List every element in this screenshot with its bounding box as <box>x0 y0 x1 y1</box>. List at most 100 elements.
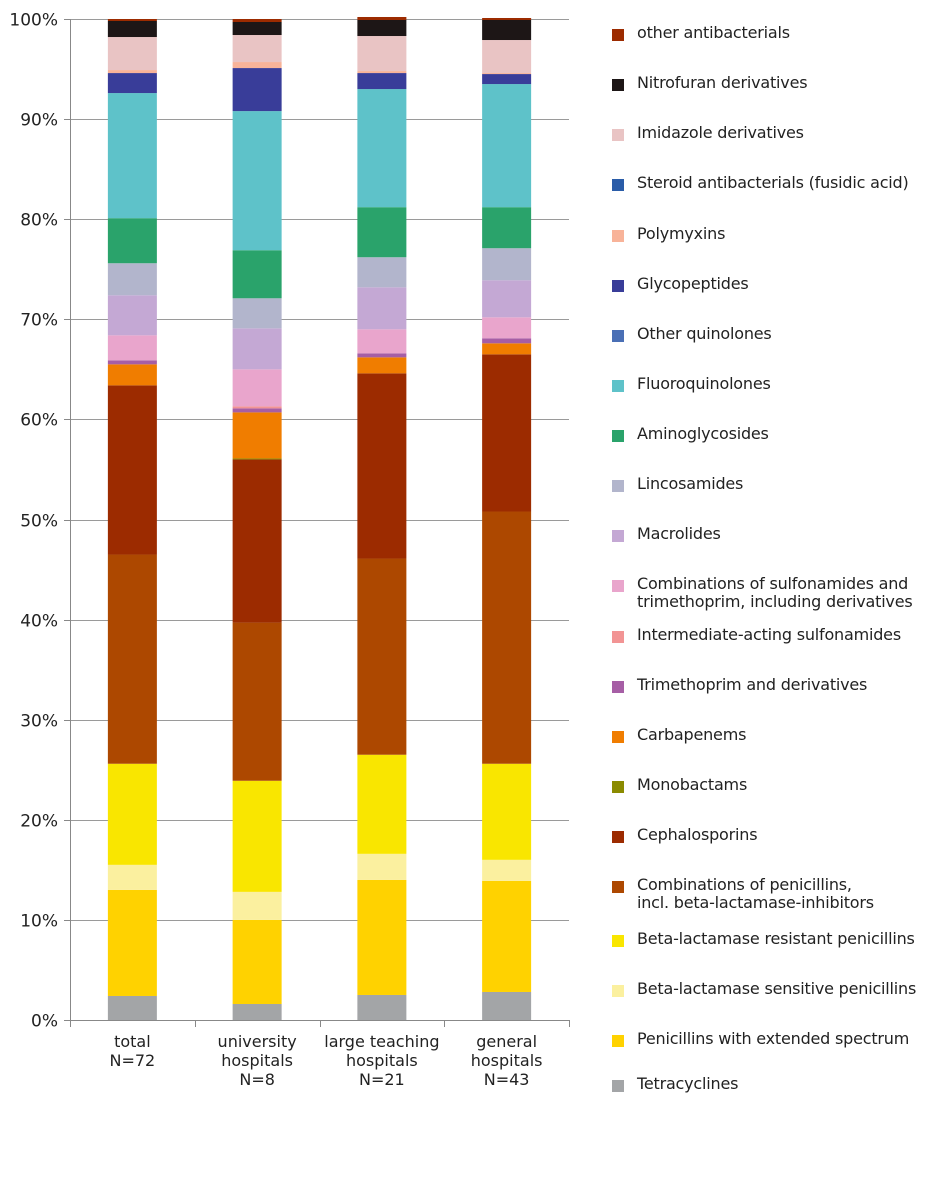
bar-segment <box>357 994 407 1020</box>
bar-segment <box>357 287 407 330</box>
bar-segment <box>482 74 532 85</box>
legend-swatch <box>612 330 624 342</box>
bar-segment <box>482 859 532 881</box>
bar-segment <box>357 36 407 72</box>
legend-item: other antibacterials <box>612 24 948 42</box>
legend-swatch <box>612 430 624 442</box>
bar-segment <box>357 257 407 288</box>
legend-label: Combinations of penicillins, incl. beta-… <box>637 875 874 912</box>
bar-segment <box>107 19 157 22</box>
bar-segment <box>232 68 282 112</box>
legend-swatch <box>612 129 624 141</box>
legend-label: Lincosamides <box>637 474 744 493</box>
bar-segment <box>107 385 157 555</box>
legend-item: Combinations of sulfonamides and trimeth… <box>612 575 948 611</box>
legend-swatch <box>612 631 624 643</box>
axes <box>70 19 570 1027</box>
y-tick-label: 10% <box>20 912 58 932</box>
legend-item: Glycopeptides <box>612 275 948 293</box>
bar-segment <box>107 364 157 386</box>
bar-segment <box>482 40 532 74</box>
legend-swatch <box>612 1035 624 1047</box>
bar-segment <box>107 218 157 264</box>
legend-swatch <box>612 1080 624 1092</box>
bar-segment <box>107 335 157 361</box>
legend-item: Combinations of penicillins, incl. beta-… <box>612 876 948 912</box>
legend-item: Fluoroquinolones <box>612 375 948 393</box>
bar-segment <box>107 889 157 996</box>
legend-swatch <box>612 179 624 191</box>
legend: other antibacterials Nitrofuran derivativ… <box>612 0 948 1178</box>
legend-label: Other quinolones <box>637 324 772 343</box>
bar-segment <box>482 248 532 281</box>
bar-segment <box>232 298 282 329</box>
legend-item: Penicillins with extended spectrum <box>612 1030 948 1048</box>
bar-segment <box>232 459 282 623</box>
bar-segment <box>357 73 407 90</box>
bar-segment <box>232 891 282 920</box>
bar-segment <box>107 763 157 865</box>
category-label: large teaching hospitals N=21 <box>324 1032 439 1089</box>
bar-segment <box>482 880 532 992</box>
bar-segment <box>482 73 532 75</box>
bar-segment <box>107 37 157 71</box>
legend-label: Polymyxins <box>637 224 726 243</box>
bar-segment <box>232 919 282 1004</box>
y-tick-label: 0% <box>31 1012 58 1032</box>
y-tick-label: 80% <box>20 211 58 231</box>
bar-segment <box>482 20 532 41</box>
bar-segment <box>357 20 407 37</box>
bar-segment <box>107 995 157 1020</box>
legend-swatch <box>612 935 624 947</box>
bar-segment <box>482 17 532 21</box>
legend-item: Trimethoprim and derivatives <box>612 676 948 694</box>
bar-segment <box>232 22 282 36</box>
bar-segment <box>482 338 532 344</box>
y-tick-label: 70% <box>20 311 58 331</box>
category-labels: total N=72 university hospitals N=8 large tea… <box>110 1032 543 1089</box>
bar-segment <box>232 408 282 413</box>
legend-swatch <box>612 580 624 592</box>
bar-segment <box>482 317 532 339</box>
bar-segment <box>232 412 282 459</box>
legend-label: Aminoglycosides <box>637 424 769 443</box>
legend-label: Glycopeptides <box>637 274 749 293</box>
legend-label: Trimethoprim and derivatives <box>637 675 868 694</box>
legend-swatch <box>612 230 624 242</box>
legend-label: Macrolides <box>637 524 721 543</box>
bar-segment <box>107 554 157 764</box>
legend-label: Intermediate-acting sulfonamides <box>637 625 901 644</box>
legend-swatch <box>612 681 624 693</box>
bar-segment <box>357 373 407 559</box>
legend-item: Beta-lactamase sensitive penicillins <box>612 980 948 998</box>
bar-segment <box>232 111 282 251</box>
bar-segment <box>357 357 407 374</box>
category-label: university hospitals N=8 <box>218 1032 297 1089</box>
legend-swatch <box>612 881 624 893</box>
bar-segment <box>232 250 282 299</box>
bar-segment <box>357 329 407 354</box>
legend-item: Aminoglycosides <box>612 425 948 443</box>
legend-label: Penicillins with extended spectrum <box>637 1029 910 1048</box>
bar-segment <box>232 458 282 460</box>
legend-label: Fluoroquinolones <box>637 374 771 393</box>
bar-segment <box>107 864 157 890</box>
legend-item: Steroid antibacterials (fusidic acid) <box>612 174 948 192</box>
legend-label: Imidazole derivatives <box>637 123 804 142</box>
bar-segment <box>232 328 282 370</box>
legend-label: Beta-lactamase sensitive penicillins <box>637 979 917 998</box>
bar-segment <box>357 16 407 21</box>
bar-segment <box>107 73 157 94</box>
bar-segment <box>107 295 157 336</box>
bar-segment <box>232 1003 282 1020</box>
legend-label: Monobactams <box>637 775 748 794</box>
bar-segment <box>232 19 282 23</box>
legend-item: Nitrofuran derivatives <box>612 74 948 92</box>
legend-label: other antibacterials <box>637 23 790 42</box>
legend-item: Monobactams <box>612 776 948 794</box>
legend-swatch <box>612 79 624 91</box>
category-label: general hospitals N=43 <box>471 1032 543 1089</box>
bars <box>107 16 532 1020</box>
y-tick-label: 60% <box>20 411 58 431</box>
legend-label: Beta-lactamase resistant penicillins <box>637 929 915 948</box>
